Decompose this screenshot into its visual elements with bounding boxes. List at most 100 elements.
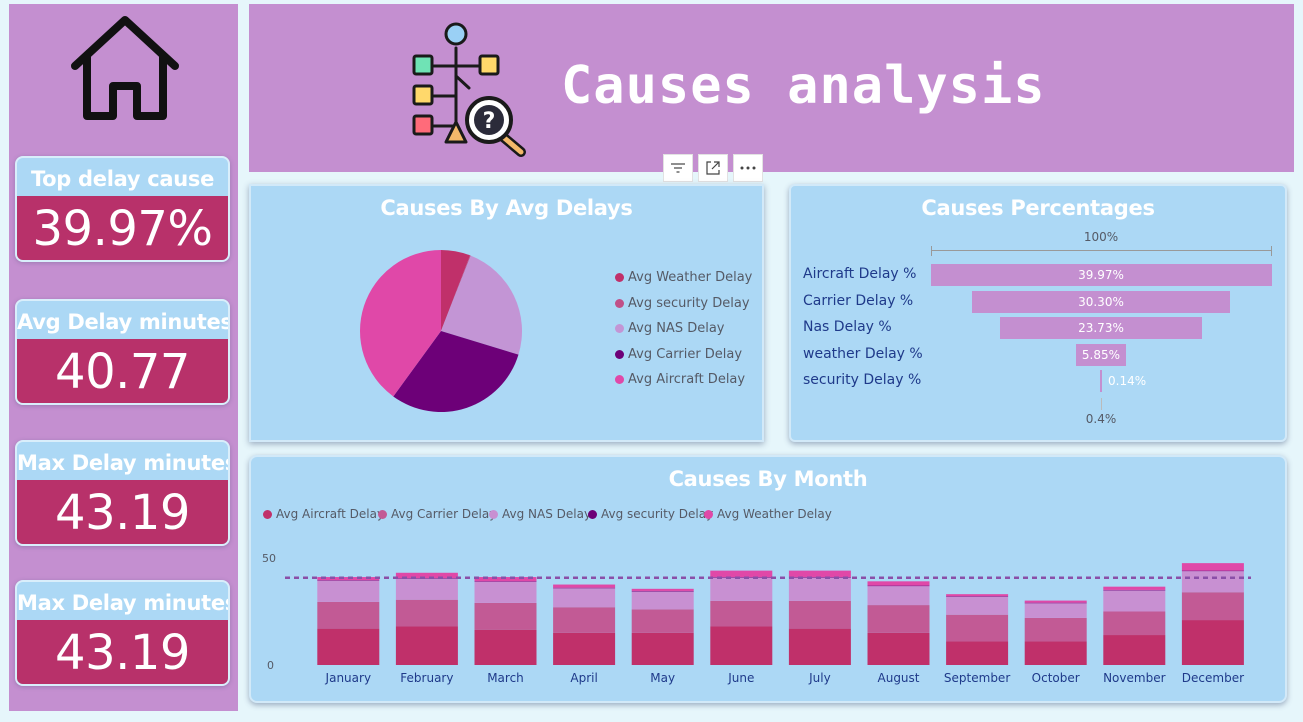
funnel-bar-weather-delay[interactable]: 5.85% [1076, 343, 1126, 366]
legend-item-avg-security-delay[interactable]: Avg security Delay [615, 296, 750, 311]
bar-segment-march-avg-carrier-delay[interactable] [474, 602, 537, 630]
bar-segment-march-avg-aircraft-delay[interactable] [474, 629, 537, 665]
bar-segment-january-avg-security-delay[interactable] [317, 580, 380, 581]
bar-segment-december-avg-carrier-delay[interactable] [1181, 592, 1244, 621]
bar-segment-august-avg-aircraft-delay[interactable] [867, 632, 930, 665]
bar-segment-august-avg-weather-delay[interactable] [867, 581, 930, 586]
bar-segment-september-avg-weather-delay[interactable] [946, 594, 1009, 597]
kpi-title: Max Delay minutes [17, 451, 230, 475]
bar-segment-september-avg-nas-delay[interactable] [946, 596, 1009, 615]
legend-item-avg-carrier-delay[interactable]: Avg Carrier Delay [615, 347, 742, 362]
bar-segment-november-avg-aircraft-delay[interactable] [1103, 635, 1166, 665]
bar-segment-november-avg-security-delay[interactable] [1103, 589, 1166, 591]
legend-item-avg-carrier-delay[interactable]: Avg Carrier Delay [378, 507, 496, 521]
kpi-value: 43.19 [17, 620, 228, 684]
legend-item-avg-weather-delay[interactable]: Avg Weather Delay [615, 270, 752, 285]
bar-segment-june-avg-security-delay[interactable] [710, 577, 773, 578]
bar-segment-june-avg-nas-delay[interactable] [710, 577, 773, 601]
pie-slice-avg-carrier-delay[interactable] [393, 331, 519, 412]
legend-item-avg-aircraft-delay[interactable]: Avg Aircraft Delay [263, 507, 384, 521]
bar-segment-may-avg-carrier-delay[interactable] [631, 609, 694, 633]
bar-segment-april-avg-aircraft-delay[interactable] [553, 632, 616, 665]
pie-chart-card[interactable]: Causes By Avg Delays Avg Weather Delay Av… [249, 184, 764, 442]
bar-segment-may-avg-security-delay[interactable] [631, 590, 694, 592]
bar-segment-may-avg-aircraft-delay[interactable] [631, 632, 694, 665]
bar-segment-february-avg-security-delay[interactable] [395, 578, 458, 579]
pie-slice-avg-security-delay[interactable] [441, 255, 471, 331]
bar-segment-march-avg-nas-delay[interactable] [474, 581, 537, 603]
bar-segment-july-avg-aircraft-delay[interactable] [788, 628, 851, 665]
bar-segment-february-avg-aircraft-delay[interactable] [395, 626, 458, 665]
legend-item-avg-security-delay[interactable]: Avg security Delay [588, 507, 713, 521]
bar-segment-october-avg-nas-delay[interactable] [1024, 602, 1087, 618]
bar-segment-march-avg-security-delay[interactable] [474, 581, 537, 582]
bar-segment-october-avg-aircraft-delay[interactable] [1024, 641, 1087, 665]
bar-segment-june-avg-aircraft-delay[interactable] [710, 626, 773, 665]
bar-segment-february-avg-weather-delay[interactable] [395, 572, 458, 579]
funnel-bar-value: 5.85% [1081, 347, 1121, 362]
legend-item-avg-aircraft-delay[interactable]: Avg Aircraft Delay [615, 372, 745, 387]
funnel-chart-card[interactable]: Causes Percentages 100% Aircraft Delay % 3… [789, 184, 1287, 442]
bar-segment-december-avg-aircraft-delay[interactable] [1181, 620, 1244, 665]
funnel-top-bracket [930, 246, 1272, 256]
pie-slice-avg-weather-delay[interactable] [441, 250, 471, 331]
bar-segment-april-avg-carrier-delay[interactable] [553, 607, 616, 633]
pie-chart[interactable] [351, 241, 531, 421]
home-icon[interactable] [69, 12, 181, 124]
bar-segment-september-avg-carrier-delay[interactable] [946, 614, 1009, 642]
bar-segment-august-avg-nas-delay[interactable] [867, 585, 930, 606]
bar-segment-april-avg-weather-delay[interactable] [553, 584, 616, 588]
focus-mode-button[interactable] [698, 154, 728, 182]
bar-segment-december-avg-weather-delay[interactable] [1181, 563, 1244, 571]
bar-segment-may-avg-weather-delay[interactable] [631, 588, 694, 591]
bar-segment-april-avg-nas-delay[interactable] [553, 587, 616, 608]
bar-segment-november-avg-nas-delay[interactable] [1103, 590, 1166, 612]
bar-segment-october-avg-security-delay[interactable] [1024, 602, 1087, 604]
bar-segment-october-avg-weather-delay[interactable] [1024, 600, 1087, 603]
funnel-bar-aircraft-delay[interactable]: 39.97% [930, 264, 1272, 286]
bar-segment-july-avg-nas-delay[interactable] [788, 577, 851, 601]
bar-segment-june-avg-weather-delay[interactable] [710, 570, 773, 578]
funnel-bar-security-delay[interactable] [1100, 370, 1102, 392]
filter-button[interactable] [663, 154, 693, 182]
pie-slice-avg-nas-delay[interactable] [441, 255, 522, 355]
funnel-bar-value: 30.30% [1078, 294, 1124, 309]
month-chart-card[interactable]: Causes By Month Avg Aircraft Delay Avg Ca… [249, 455, 1287, 703]
pie-slice-avg-aircraft-delay[interactable] [360, 250, 441, 397]
funnel-bar-carrier-delay[interactable]: 30.30% [971, 290, 1231, 313]
bar-segment-november-avg-weather-delay[interactable] [1103, 586, 1166, 590]
stacked-bar-chart[interactable]: 0 50 January February March April May June July A… [251, 457, 1285, 701]
bar-segment-september-avg-aircraft-delay[interactable] [946, 641, 1009, 665]
bar-segment-september-avg-security-delay[interactable] [946, 596, 1009, 597]
legend-label: Avg Weather Delay [717, 507, 832, 521]
bar-segment-may-avg-nas-delay[interactable] [631, 591, 694, 610]
bar-segment-january-avg-carrier-delay[interactable] [317, 601, 380, 629]
funnel-bar-nas-delay[interactable]: 23.73% [999, 317, 1203, 339]
bar-segment-november-avg-carrier-delay[interactable] [1103, 611, 1166, 636]
bar-segment-march-avg-weather-delay[interactable] [474, 577, 537, 582]
legend-label: Avg Aircraft Delay [276, 507, 385, 521]
kpi-title: Max Delay minutes [17, 591, 230, 615]
bar-segment-january-avg-nas-delay[interactable] [317, 580, 380, 602]
bar-segment-july-avg-carrier-delay[interactable] [788, 600, 851, 629]
bar-segment-december-avg-security-delay[interactable] [1181, 570, 1244, 572]
x-tick-label: November [1103, 671, 1165, 685]
legend-item-avg-nas-delay[interactable]: Avg NAS Delay [489, 507, 591, 521]
bar-segment-august-avg-carrier-delay[interactable] [867, 605, 930, 633]
x-tick-label: October [1032, 671, 1080, 685]
x-tick-label: June [727, 671, 754, 685]
bar-segment-december-avg-nas-delay[interactable] [1181, 570, 1244, 593]
bar-segment-july-avg-weather-delay[interactable] [788, 570, 851, 578]
bar-segment-february-avg-carrier-delay[interactable] [395, 599, 458, 627]
bar-segment-august-avg-security-delay[interactable] [867, 585, 930, 587]
legend-item-avg-weather-delay[interactable]: Avg Weather Delay [704, 507, 832, 521]
bar-segment-june-avg-carrier-delay[interactable] [710, 600, 773, 627]
bar-segment-october-avg-carrier-delay[interactable] [1024, 617, 1087, 642]
bar-segment-february-avg-nas-delay[interactable] [395, 578, 458, 600]
bar-segment-april-avg-security-delay[interactable] [553, 587, 616, 589]
bar-segment-january-avg-aircraft-delay[interactable] [317, 628, 380, 665]
more-options-button[interactable] [733, 154, 763, 182]
legend-item-avg-nas-delay[interactable]: Avg NAS Delay [615, 321, 725, 336]
funnel-row-label: security Delay % [803, 372, 922, 388]
filter-icon [671, 163, 685, 173]
